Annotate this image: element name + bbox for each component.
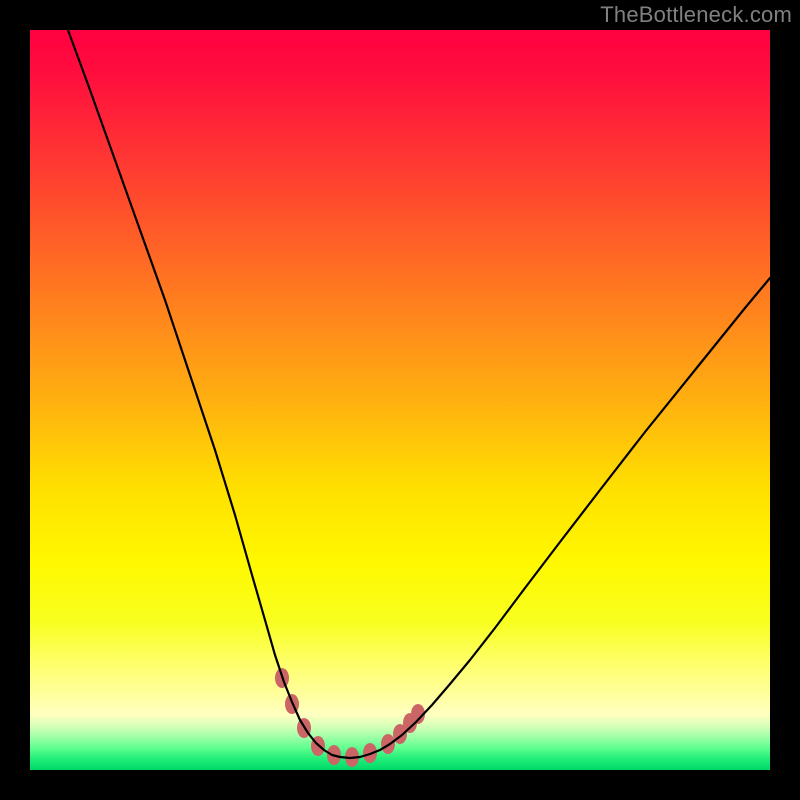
plot-area: [30, 30, 770, 770]
bottleneck-curve: [68, 30, 770, 758]
curve-layer: [30, 30, 770, 770]
watermark-text: TheBottleneck.com: [600, 2, 792, 28]
curve-markers: [275, 668, 425, 767]
chart-canvas: TheBottleneck.com: [0, 0, 800, 800]
